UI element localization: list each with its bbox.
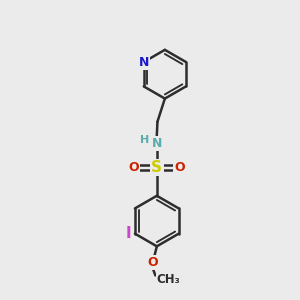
Text: N: N [152, 137, 162, 150]
Text: S: S [151, 160, 162, 175]
Text: O: O [129, 161, 139, 174]
Text: H: H [140, 135, 149, 145]
Text: O: O [174, 161, 185, 174]
Text: N: N [139, 56, 149, 68]
Text: O: O [147, 256, 158, 269]
Text: I: I [126, 226, 131, 241]
Text: CH₃: CH₃ [157, 273, 181, 286]
